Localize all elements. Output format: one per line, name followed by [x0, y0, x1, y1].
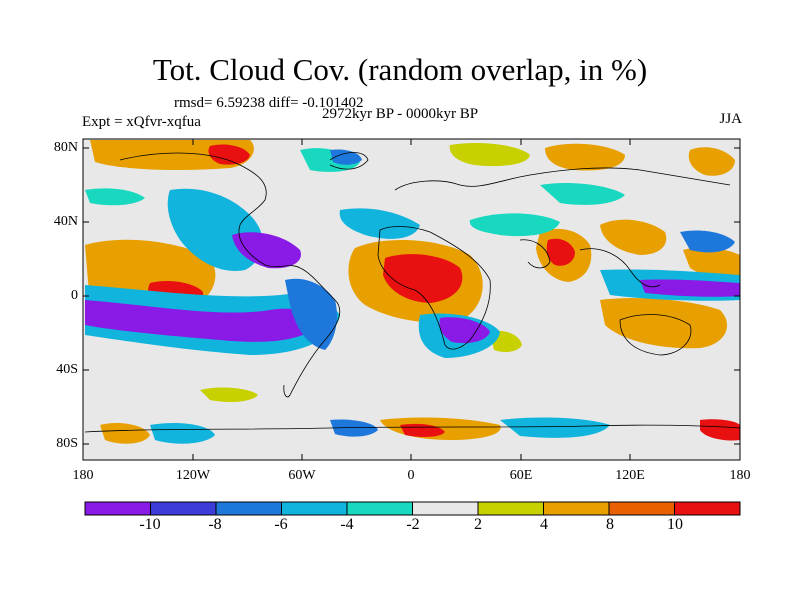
season-label: JJA [719, 111, 742, 127]
anomaly-field-negative [232, 232, 301, 269]
lat-label: 80N [53, 140, 78, 155]
anomaly-field-negative [640, 279, 740, 297]
anomaly-field-negative [285, 278, 337, 350]
lat-label: 40S [56, 362, 78, 377]
anomaly-field-positive [449, 143, 530, 167]
colorbar-swatch [281, 501, 348, 516]
colorbar-swatch [150, 501, 217, 516]
anomaly-field-positive [208, 144, 250, 165]
coastlines [84, 152, 740, 433]
anomaly-field-negative [540, 183, 625, 205]
anomaly-field-positive [546, 238, 575, 266]
colorbar-label: 4 [540, 516, 548, 533]
colorbar [84, 501, 741, 516]
anomaly-field-positive [600, 298, 728, 349]
colorbar-label: 10 [667, 516, 683, 533]
anomaly-field-negative [680, 230, 735, 253]
colorbar-swatch [543, 501, 610, 516]
lon-label: 60W [288, 468, 316, 483]
colorbar-swatch [215, 501, 282, 516]
lon-label: 120W [175, 468, 211, 483]
colorbar-label: -4 [340, 516, 354, 533]
colorbar-swatch [477, 501, 544, 516]
colorbar-label: -6 [274, 516, 288, 533]
colorbar-swatch [674, 501, 741, 516]
anomaly-field-positive [200, 387, 258, 403]
lon-label: 60E [509, 468, 533, 483]
anomaly-field-negative [469, 213, 560, 237]
anomaly-field-positive [600, 219, 667, 255]
anomaly-field-positive [688, 147, 735, 176]
anomaly-field-negative [85, 188, 145, 206]
axis-ticks [83, 139, 740, 460]
colorbar-label: 2 [474, 516, 482, 533]
lat-label: 0 [71, 288, 78, 303]
lon-label: 180 [72, 468, 94, 483]
colorbar-label: -2 [406, 516, 420, 533]
time-period-label: 2972kyr BP - 0000kyr BP [322, 106, 479, 122]
anomaly-field-positive [700, 419, 740, 441]
experiment-label: Expt = xQfvr-xqfua [82, 114, 201, 130]
colorbar-swatch [412, 501, 479, 516]
colorbar-label: -8 [208, 516, 222, 533]
anomaly-field-positive [683, 247, 740, 278]
chart-title: Tot. Cloud Cov. (random overlap, in %) [152, 52, 648, 87]
colorbar-swatch [84, 501, 151, 516]
colorbar-label: 8 [606, 516, 614, 533]
anomaly-field-positive [545, 143, 625, 171]
anomaly-field-negative [330, 149, 362, 165]
anomaly-field-negative [150, 423, 215, 444]
lon-label: 0 [407, 468, 415, 483]
rmsd-diff-stats: rmsd= 6.59238 diff= -0.101402 [174, 95, 364, 111]
colorbar-swatch [608, 501, 675, 516]
anomaly-field-positive [100, 423, 150, 444]
colorbar-swatch [346, 501, 413, 516]
anomaly-field-negative [85, 300, 318, 342]
colorbar-label: -10 [139, 516, 161, 533]
anomaly-field-negative [500, 417, 610, 438]
anomaly-field-negative [330, 419, 378, 437]
lon-label: 180 [729, 468, 751, 483]
anomaly-field-negative [439, 317, 490, 344]
lon-label: 120E [615, 468, 645, 483]
anomaly-field-negative [339, 208, 420, 239]
lat-label: 40N [53, 214, 78, 229]
lat-label: 80S [56, 436, 78, 451]
anomaly-field-positive [383, 254, 463, 303]
